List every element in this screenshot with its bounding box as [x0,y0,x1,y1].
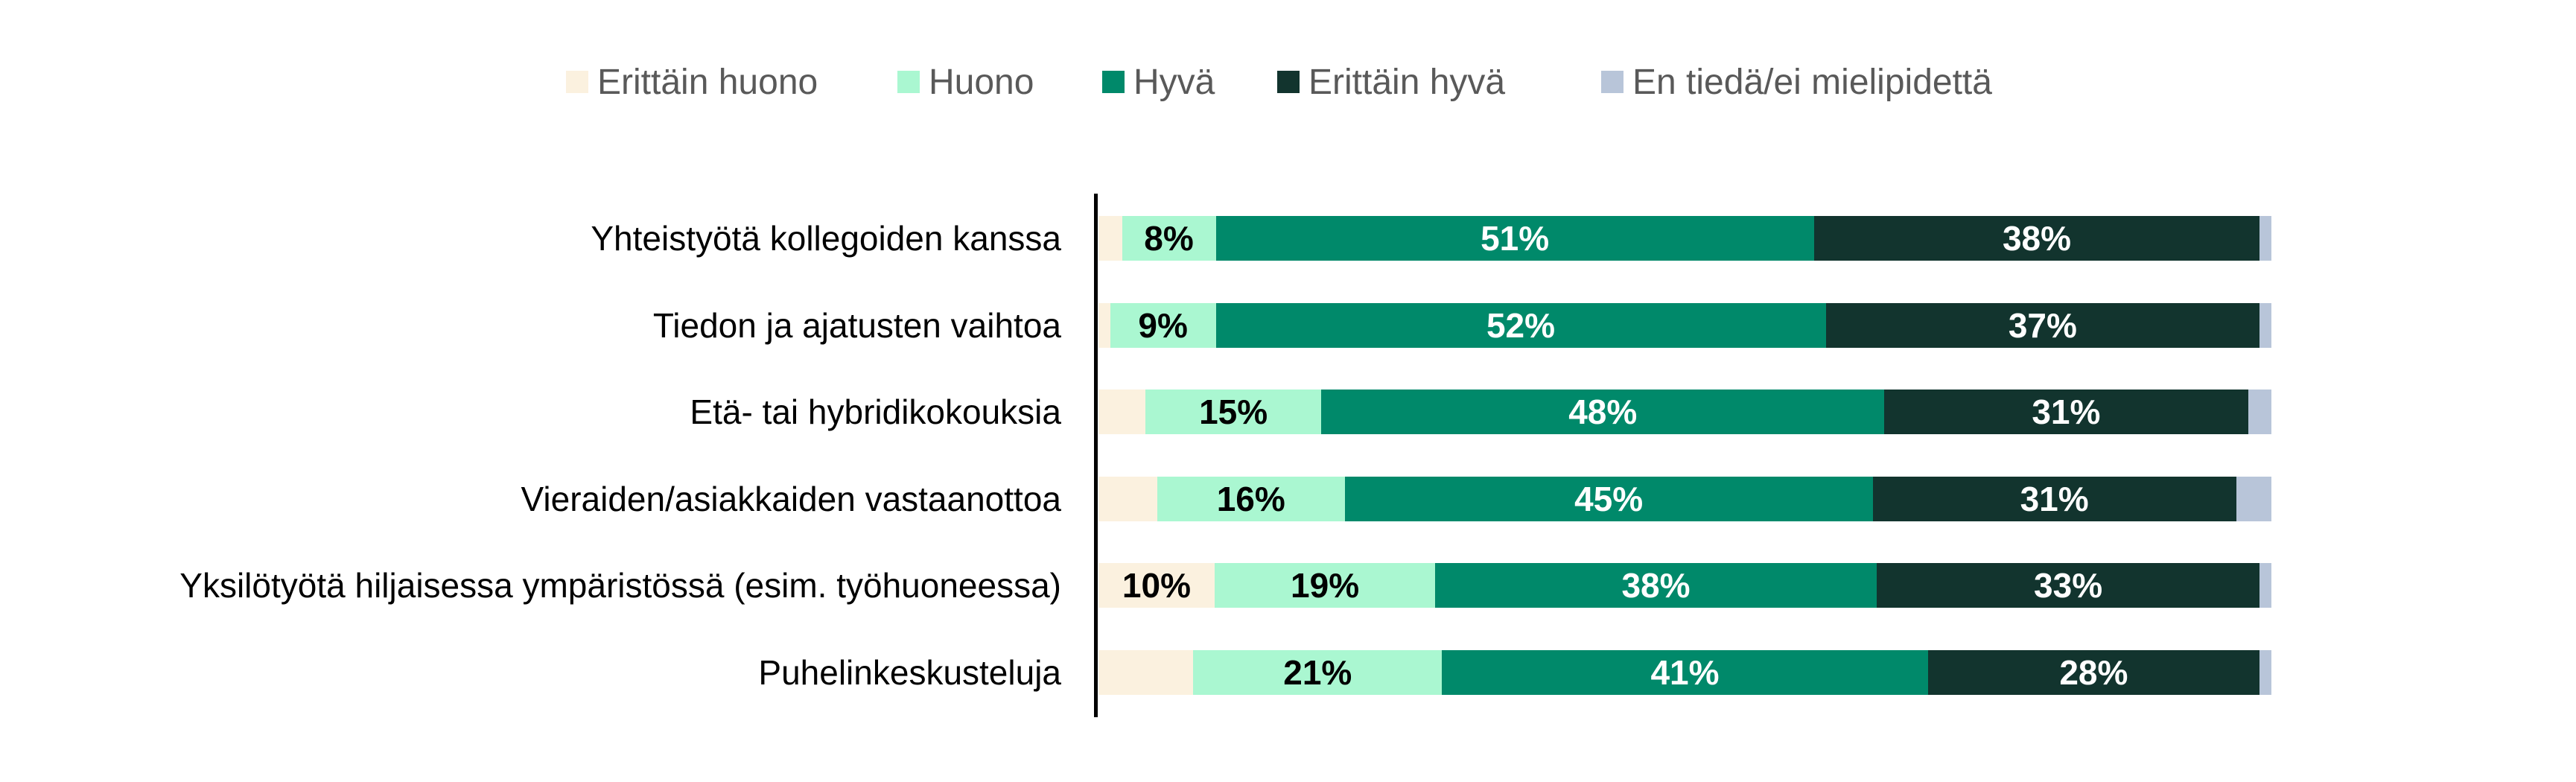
legend-label: Erittäin hyvä [1308,62,1506,102]
data-label: 37% [2008,305,2077,345]
bar-segment [1122,216,1216,261]
bar-segment [1110,302,1216,348]
legend-swatch [1277,71,1300,93]
bar-segment [2259,563,2271,608]
bar-segment [1214,563,1436,608]
bar-segment [1098,563,1215,608]
data-label: 28% [2059,652,2128,692]
category-label: Yksilötyötä hiljaisessa ympäristössä (es… [179,566,1061,605]
bar-segment [1215,302,1826,348]
category-label: Tiedon ja ajatusten vaihtoa [652,305,1061,345]
bar-segment [1098,390,1145,434]
legend-label: En tiedä/ei mielipidettä [1632,62,1992,102]
bar-segment [1098,649,1194,695]
bar-segment [1098,302,1110,348]
bar-segment [1344,476,1873,521]
bar-segment [2248,390,2271,434]
data-label: 9% [1138,305,1188,345]
legend-item: Erittäin huono [566,60,818,104]
data-label: 19% [1291,566,1360,605]
bar-segment [1442,649,1928,695]
legend-swatch [1102,71,1125,93]
bar-segment [1157,476,1345,521]
data-label: 21% [1283,652,1352,692]
legend-swatch [897,71,920,93]
data-label: 31% [2032,392,2101,431]
bar-segment [2259,216,2271,261]
bar-segment [1884,390,2248,434]
bar-segment [1927,649,2260,695]
bar-segment [2236,476,2271,521]
legend-item: Huono [897,60,1034,104]
data-label: 51% [1481,219,1550,258]
data-label: 8% [1144,219,1194,258]
bar-segment [1813,216,2260,261]
category-label: Etä- tai hybridikokouksia [690,392,1061,431]
data-label: 16% [1216,479,1285,518]
bar-segment [1098,216,1122,261]
legend-item: Erittäin hyvä [1277,60,1505,104]
data-label: 48% [1568,392,1638,431]
bar-segment [1145,390,1322,434]
data-label: 52% [1486,305,1556,345]
bar-segment [2259,302,2271,348]
legend-label: Hyvä [1133,62,1215,102]
bar-segment [1825,302,2260,348]
bar-segment [1876,563,2260,608]
legend-swatch [1601,71,1623,93]
bar-segment [2259,649,2271,695]
category-axis-line [1094,194,1098,717]
bar-segment [1215,216,1814,261]
data-label: 38% [2002,219,2072,258]
legend-label: Erittäin huono [597,62,818,102]
bar-segment [1098,476,1157,521]
bar-segment [1872,476,2236,521]
data-label: 15% [1199,392,1268,431]
bar-segment [1321,390,1885,434]
legend-item: En tiedä/ei mielipidettä [1601,60,1992,104]
data-label: 31% [2020,479,2089,518]
data-label: 38% [1621,566,1691,605]
data-label: 41% [1650,652,1720,692]
bar-segment [1193,649,1443,695]
legend-swatch [566,71,588,93]
legend: Erittäin huono Huono Hyvä Erittäin hyvä En t… [0,60,2576,104]
category-label: Yhteistyötä kollegoiden kanssa [591,219,1061,258]
legend-label: Huono [929,62,1034,102]
data-label: 45% [1574,479,1644,518]
data-label: 10% [1122,566,1191,605]
legend-item: Hyvä [1102,60,1215,104]
category-label: Puhelinkeskusteluja [758,652,1061,692]
bar-segment [1435,563,1877,608]
category-label: Vieraiden/asiakkaiden vastaanottoa [521,479,1061,518]
data-label: 33% [2034,566,2103,605]
